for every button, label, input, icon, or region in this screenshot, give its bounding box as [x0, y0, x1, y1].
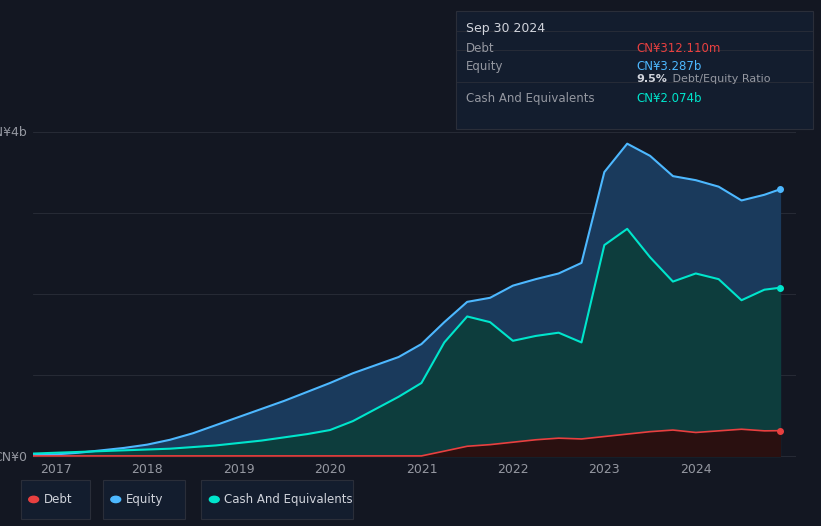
Text: CN¥312.110m: CN¥312.110m [636, 42, 721, 55]
Text: Debt: Debt [44, 493, 72, 506]
Text: 9.5%: 9.5% [636, 74, 667, 84]
Text: Sep 30 2024: Sep 30 2024 [466, 22, 544, 35]
Text: Equity: Equity [126, 493, 163, 506]
Text: CN¥3.287b: CN¥3.287b [636, 60, 702, 74]
Text: Equity: Equity [466, 60, 503, 74]
Text: Cash And Equivalents: Cash And Equivalents [224, 493, 353, 506]
Text: CN¥2.074b: CN¥2.074b [636, 92, 702, 105]
Text: Debt: Debt [466, 42, 494, 55]
Text: Debt/Equity Ratio: Debt/Equity Ratio [669, 74, 771, 84]
Text: Cash And Equivalents: Cash And Equivalents [466, 92, 594, 105]
